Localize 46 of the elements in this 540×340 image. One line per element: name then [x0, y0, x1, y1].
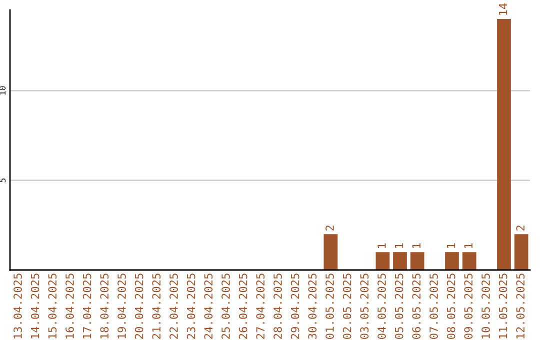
data-label: 1 — [412, 243, 420, 248]
x-tick-label: 09.05.2025 — [464, 274, 473, 339]
x-tick-label: 14.04.2025 — [30, 274, 40, 338]
x-tick-label: 19.04.2025 — [118, 274, 126, 338]
x-tick-label: 30.04.2025 — [308, 274, 317, 339]
bar — [497, 18, 511, 270]
x-tick-label: 20.04.2025 — [134, 274, 144, 339]
x-tick-label: 24.04.2025 — [204, 274, 213, 339]
data-label: 2 — [326, 226, 334, 231]
data-label: 1 — [464, 243, 472, 248]
data-label: 1 — [378, 243, 386, 248]
x-tick-label: 23.04.2025 — [186, 274, 196, 339]
x-tick-label: 29.04.2025 — [290, 274, 300, 339]
x-tick-label: 11.05.2025 — [498, 274, 508, 338]
x-tick-label: 21.04.2025 — [152, 274, 161, 339]
bar — [410, 252, 424, 270]
data-label: 14 — [498, 3, 508, 15]
x-tick-label: 28.04.2025 — [274, 274, 282, 339]
x-tick-label: 05.05.2025 — [394, 274, 404, 339]
bar — [514, 234, 528, 270]
bar — [324, 234, 338, 270]
bar — [445, 252, 459, 270]
x-tick-label: 17.04.2025 — [82, 274, 92, 338]
x-tick-label: 01.05.2025 — [326, 274, 334, 339]
x-tick-label: 13.04.2025 — [14, 274, 22, 338]
data-label: 2 — [516, 226, 524, 231]
x-tick-label: 04.05.2025 — [378, 274, 386, 339]
x-tick-label: 26.04.2025 — [238, 274, 248, 339]
bar — [462, 252, 476, 270]
x-tick-label: 10.05.2025 — [482, 274, 490, 338]
x-tick-label: 18.04.2025 — [100, 274, 109, 338]
x-tick-label: 08.05.2025 — [446, 274, 456, 339]
x-tick-label: 02.05.2025 — [342, 274, 352, 339]
x-tick-label: 15.04.2025 — [48, 274, 57, 338]
x-tick-label: 25.04.2025 — [222, 274, 230, 339]
data-label: 1 — [394, 243, 404, 248]
data-label: 1 — [446, 243, 456, 248]
bar — [393, 252, 407, 270]
x-tick-label: 12.05.2025 — [516, 274, 525, 338]
x-tick-label: 06.05.2025 — [412, 274, 421, 339]
x-tick-label: 16.04.2025 — [66, 274, 74, 338]
x-tick-label: 07.05.2025 — [430, 274, 438, 339]
x-tick-label: 27.04.2025 — [256, 274, 265, 339]
x-tick-label: 22.04.2025 — [170, 274, 178, 339]
x-tick-label: 03.05.2025 — [360, 274, 369, 339]
bar — [376, 252, 390, 270]
